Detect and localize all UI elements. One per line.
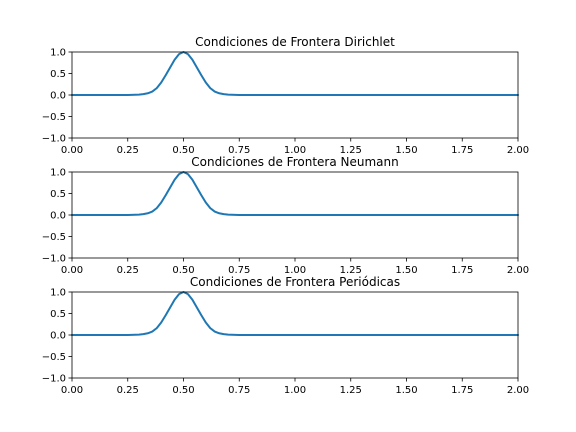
x-tick-label: 0.00 [61, 145, 83, 156]
chart-panel-2: 0.00 0.25 0.50 0.75 1.00 1.25 1.50 1.75 2.00 −1.0… [42, 155, 529, 276]
y-tick-label: −1.0 [42, 374, 66, 385]
y-tick-label: 0.5 [50, 309, 66, 320]
x-tick-label: 0.50 [172, 385, 194, 396]
x-tick-label: 0.50 [172, 145, 194, 156]
x-tick-label: 0.25 [117, 385, 139, 396]
x-tick-label: 0.50 [172, 265, 194, 276]
chart-title: Condiciones de Frontera Dirichlet [195, 35, 395, 49]
x-tick-label: 1.00 [284, 265, 306, 276]
x-tick-label: 0.25 [117, 265, 139, 276]
x-tick-label: 1.50 [395, 145, 417, 156]
x-tick-label: 2.00 [507, 145, 529, 156]
x-tick-label: 1.50 [395, 385, 417, 396]
y-tick-label: 0.0 [50, 91, 66, 102]
series-line-1 [71, 291, 519, 336]
series-line-1 [71, 171, 519, 216]
x-tick-label: 0.25 [117, 145, 139, 156]
y-tick-label: −1.0 [42, 134, 66, 145]
chart-title: Condiciones de Frontera Periódicas [190, 275, 400, 289]
x-tick-label: 0.75 [228, 265, 250, 276]
x-tick-label: 1.75 [451, 265, 473, 276]
x-tick-label: 1.25 [340, 265, 362, 276]
y-tick-label: 0.5 [50, 69, 66, 80]
x-tick-label: 1.00 [284, 385, 306, 396]
x-tick-label: 2.00 [507, 385, 529, 396]
y-tick-label: 1.0 [50, 48, 66, 59]
x-tick-label: 1.25 [340, 145, 362, 156]
chart-title: Condiciones de Frontera Neumann [191, 155, 398, 169]
y-tick-label: 0.0 [50, 331, 66, 342]
y-tick-label: 0.5 [50, 189, 66, 200]
chart-panel-3: 0.00 0.25 0.50 0.75 1.00 1.25 1.50 1.75 2.00 −1.0… [42, 275, 529, 396]
y-tick-label: 1.0 [50, 168, 66, 179]
x-tick-label: 0.75 [228, 385, 250, 396]
x-tick-label: 1.75 [451, 385, 473, 396]
x-tick-label: 2.00 [507, 265, 529, 276]
y-tick-label: −0.5 [42, 112, 66, 123]
x-tick-label: 1.00 [284, 145, 306, 156]
x-tick-label: 1.50 [395, 265, 417, 276]
x-tick-label: 1.75 [451, 145, 473, 156]
x-tick-label: 0.75 [228, 145, 250, 156]
x-tick-label: 1.25 [340, 385, 362, 396]
series-line-1 [71, 51, 519, 96]
y-tick-label: −1.0 [42, 254, 66, 265]
y-tick-label: −0.5 [42, 352, 66, 363]
y-tick-label: −0.5 [42, 232, 66, 243]
y-tick-label: 1.0 [50, 288, 66, 299]
chart-panel-1: 0.00 0.25 0.50 0.75 1.00 1.25 1.50 1.75 2.00 −1.0… [42, 35, 529, 156]
x-tick-label: 0.00 [61, 265, 83, 276]
y-tick-label: 0.0 [50, 211, 66, 222]
x-tick-label: 0.00 [61, 385, 83, 396]
